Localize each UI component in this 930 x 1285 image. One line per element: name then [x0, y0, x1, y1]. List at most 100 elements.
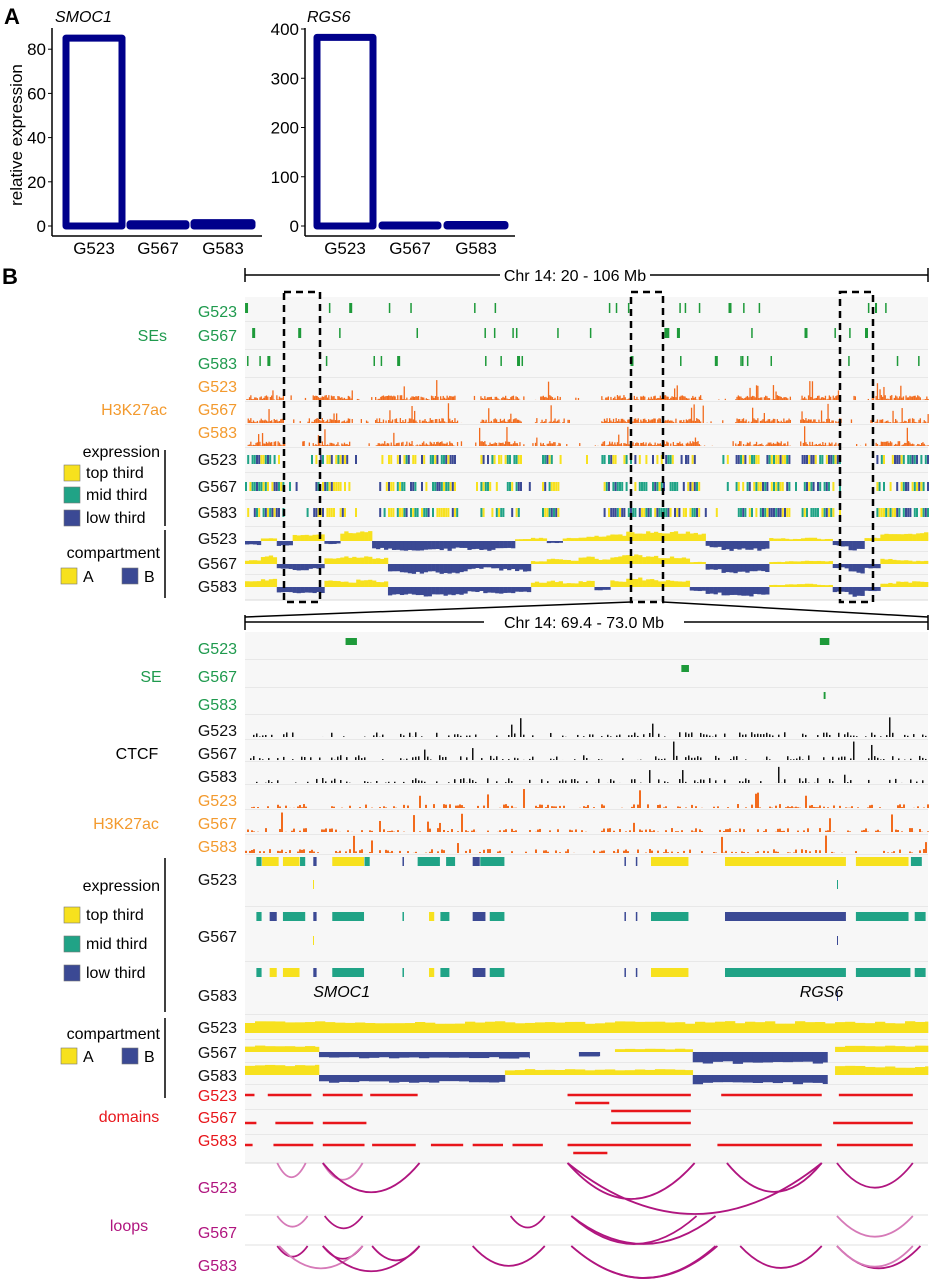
- h3k27ac-signal: [788, 419, 789, 423]
- expression-mark: [612, 482, 614, 491]
- h3k27ac-signal: [924, 444, 925, 446]
- h3k27ac-signal: [721, 837, 723, 853]
- compartment-a: [805, 1022, 815, 1033]
- h3k27ac-signal: [812, 422, 813, 423]
- compartment-a: [892, 534, 896, 541]
- h3k27ac-signal: [361, 419, 362, 423]
- compartment-b: [527, 587, 531, 592]
- h3k27ac-signal: [265, 444, 266, 446]
- expression-mark: [379, 482, 381, 491]
- legend-label-a: A: [83, 1049, 94, 1066]
- h3k27ac-signal: [461, 814, 463, 832]
- expression-mid: [480, 857, 504, 866]
- h3k27ac-signal: [475, 443, 476, 446]
- expression-mark: [331, 482, 333, 491]
- compartment-a: [865, 1067, 875, 1075]
- compartment-a: [674, 531, 678, 541]
- expression-mark: [639, 508, 641, 517]
- compartment-a: [336, 558, 340, 564]
- h3k27ac-signal: [749, 388, 750, 400]
- compartment-a: [777, 562, 781, 564]
- expression-mark: [384, 508, 386, 517]
- legend-label-top-third: top third: [86, 465, 144, 482]
- expression-mark: [432, 508, 434, 517]
- h3k27ac-signal: [281, 419, 282, 423]
- h3k27ac-signal: [803, 830, 805, 832]
- h3k27ac-signal: [548, 382, 549, 400]
- ctcf-signal: [295, 782, 297, 783]
- h3k27ac-signal: [629, 444, 630, 446]
- h3k27ac-signal: [404, 386, 405, 400]
- compartment-b: [309, 564, 313, 569]
- compartment-a: [368, 531, 372, 541]
- h3k27ac-signal: [831, 420, 832, 423]
- ctcf-signal: [400, 734, 402, 737]
- h3k27ac-signal: [504, 444, 505, 446]
- h3k27ac-signal: [803, 443, 804, 446]
- expression-low: [473, 912, 486, 921]
- expression-legend-title: expression: [83, 878, 160, 895]
- compartment-b: [803, 1052, 813, 1062]
- compartment-b: [416, 564, 420, 572]
- ctcf-signal: [694, 758, 696, 760]
- compartment-a: [670, 557, 674, 564]
- compartment-a: [793, 539, 797, 541]
- h3k27ac-signal: [255, 397, 256, 400]
- compartment-a: [924, 561, 928, 564]
- h3k27ac-signal: [255, 443, 256, 446]
- h3k27ac-signal: [818, 420, 819, 423]
- compartment-b: [463, 564, 467, 571]
- ctcf-signal: [865, 736, 867, 737]
- compartment-b: [409, 1075, 419, 1083]
- expression-mark: [760, 508, 762, 517]
- h3k27ac-signal: [768, 443, 769, 446]
- super-enhancer-mark: [865, 328, 868, 338]
- ctcf-signal: [493, 759, 495, 760]
- compartment-a: [415, 1022, 425, 1033]
- h3k27ac-signal: [413, 815, 415, 832]
- expression-mid: [256, 857, 261, 866]
- expression-top: [283, 857, 300, 866]
- h3k27ac-signal: [391, 443, 392, 446]
- compartment-a: [565, 1069, 575, 1075]
- compartment-a: [595, 1023, 605, 1033]
- h3k27ac-signal: [876, 396, 877, 400]
- h3k27ac-signal: [774, 399, 775, 400]
- h3k27ac-signal: [800, 441, 801, 446]
- compartment-b: [281, 541, 285, 545]
- compartment-a: [642, 557, 646, 564]
- compartment-b: [864, 587, 868, 591]
- compartment-b: [489, 1052, 499, 1057]
- expression-mark: [604, 508, 606, 517]
- compartment-a: [666, 558, 670, 564]
- ctcf-signal: [376, 781, 378, 783]
- h3k27ac-signal: [691, 805, 693, 808]
- h3k27ac-signal: [821, 410, 822, 423]
- h3k27ac-signal: [387, 396, 388, 400]
- compartment-b: [523, 587, 527, 592]
- ctcf-signal: [754, 734, 756, 737]
- h3k27ac-signal: [603, 422, 604, 423]
- compartment-a: [773, 585, 777, 587]
- compartment-b: [749, 541, 753, 550]
- compartment-a: [587, 557, 591, 564]
- h3k27ac-signal: [487, 849, 489, 853]
- expression-mark: [722, 455, 724, 464]
- h3k27ac-signal: [881, 395, 882, 400]
- h3k27ac-signal: [686, 419, 687, 423]
- compartment-a: [257, 581, 261, 587]
- expression-mark: [670, 482, 672, 491]
- h3k27ac-signal: [335, 445, 336, 446]
- ctcf-signal: [889, 717, 891, 737]
- compartment-b: [511, 587, 515, 593]
- h3k27ac-signal: [491, 421, 492, 423]
- expression-mark: [557, 482, 559, 491]
- h3k27ac-signal: [541, 420, 542, 423]
- ctcf-signal: [283, 757, 285, 760]
- ctcf-signal: [265, 735, 267, 737]
- h3k27ac-signal: [322, 418, 323, 423]
- compartment-b: [499, 587, 503, 594]
- ctcf-signal: [556, 757, 558, 760]
- ctcf-signal: [577, 781, 579, 783]
- h3k27ac-signal: [424, 419, 425, 423]
